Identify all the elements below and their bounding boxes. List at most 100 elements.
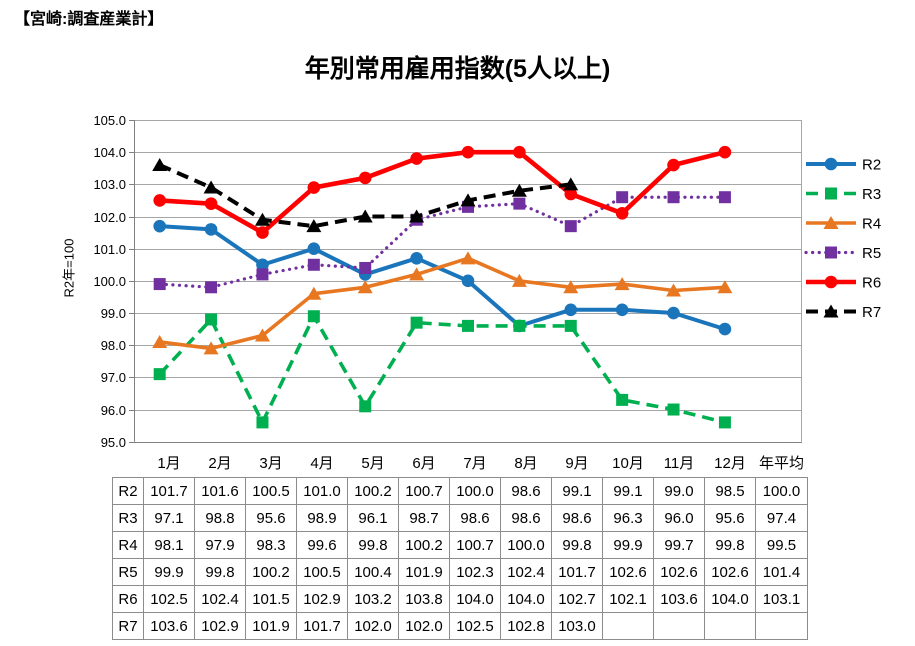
table-cell: 101.9 — [245, 612, 297, 640]
y-tick-label: 96.0 — [101, 403, 126, 418]
table-row-header: R2 — [112, 477, 144, 505]
legend-label: R7 — [862, 304, 881, 321]
table-cell: 104.0 — [704, 585, 756, 613]
table-cell: 100.0 — [449, 477, 501, 505]
legend-label: R6 — [862, 275, 881, 292]
legend-item-R5: R5 — [804, 245, 881, 262]
table-row-R6: R6 102.5 102.4 101.5 102.9 103.2 103.8 104.0 104… — [112, 585, 808, 613]
series-R6 — [153, 145, 732, 239]
table-cell: 102.6 — [704, 558, 756, 586]
table-cell: 102.0 — [398, 612, 450, 640]
table-cell: 102.9 — [194, 612, 246, 640]
table-cell: 102.6 — [653, 558, 705, 586]
table-cell: 100.5 — [245, 477, 297, 505]
table-cell: 101.7 — [296, 612, 348, 640]
table-cell: 101.6 — [194, 477, 246, 505]
y-tick-label: 105.0 — [93, 113, 126, 128]
table-cell: 102.5 — [449, 612, 501, 640]
table-cell: 101.7 — [143, 477, 195, 505]
legend-item-R4: R4 — [806, 216, 881, 233]
data-table: 1月 2月 3月 4月 5月 6月 7月 8月 9月 10月 11月 12月 年平均 R2 101.7 101… — [112, 447, 808, 640]
table-cell: 96.3 — [602, 504, 654, 532]
table-cell: 100.4 — [347, 558, 399, 586]
y-tick-label: 97.0 — [101, 370, 126, 385]
table-cell: 99.6 — [296, 531, 348, 559]
x-axis-label: 10月 — [612, 454, 644, 472]
series-R2 — [153, 219, 732, 336]
table-cell: 100.7 — [398, 477, 450, 505]
table-cell: 99.7 — [653, 531, 705, 559]
table-cell: 102.8 — [500, 612, 552, 640]
y-tick-label: 101.0 — [93, 242, 126, 257]
table-cell: 99.1 — [551, 477, 603, 505]
page-title: 【宮崎:調査産業計】 — [14, 11, 164, 28]
y-tick-label: 99.0 — [101, 306, 126, 321]
table-cell: 99.8 — [704, 531, 756, 559]
legend-label: R2 — [862, 157, 881, 174]
chart-title: 年別常用雇用指数(5人以上) — [304, 55, 611, 83]
table-cell: 103.1 — [755, 585, 808, 613]
table-cell: 97.9 — [194, 531, 246, 559]
table-cell: 103.6 — [653, 585, 705, 613]
table-cell: 102.0 — [347, 612, 399, 640]
gridlines: 95.0 96.0 97.0 98.0 99.0 100.0 101.0 102.0 103.0… — [93, 113, 802, 448]
table-cell: 100.0 — [500, 531, 552, 559]
table-cell: 97.4 — [755, 504, 808, 532]
legend-label: R4 — [862, 216, 881, 233]
table-row-R4: R4 98.1 97.9 98.3 99.6 99.8 100.2 100.7 100.0 99.… — [112, 531, 808, 559]
table-cell: 98.7 — [398, 504, 450, 532]
table-cell: 98.9 — [296, 504, 348, 532]
table-cell: 102.5 — [143, 585, 195, 613]
table-cell: 100.5 — [296, 558, 348, 586]
x-axis-label-row: 1月 2月 3月 4月 5月 6月 7月 8月 9月 10月 11月 12月 年平均 — [113, 447, 808, 478]
table-cell: 102.1 — [602, 585, 654, 613]
table-cell: 101.7 — [551, 558, 603, 586]
table-row-R3: R3 97.1 98.8 95.6 98.9 96.1 98.7 98.6 98.6 98.6 96… — [112, 504, 808, 532]
legend-item-R7: R7 — [806, 304, 881, 321]
table-cell — [755, 612, 808, 640]
table-cell: 102.3 — [449, 558, 501, 586]
table-row-R7: R7 103.6 102.9 101.9 101.7 102.0 102.0 102.5 102… — [112, 612, 808, 640]
table-row-R5: R5 99.9 99.8 100.2 100.5 100.4 101.9 102.3 102.4… — [112, 558, 808, 586]
table-cell: 100.2 — [245, 558, 297, 586]
table-cell: 96.0 — [653, 504, 705, 532]
table-cell: 100.7 — [449, 531, 501, 559]
legend: R2 R3 R4 R5 R6 R7 — [804, 157, 881, 321]
table-cell — [602, 612, 654, 640]
table-row-header: R3 — [112, 504, 144, 532]
x-axis-label: 9月 — [565, 454, 589, 472]
series-R5 — [153, 191, 731, 294]
table-cell: 99.1 — [602, 477, 654, 505]
table-cell: 102.4 — [194, 585, 246, 613]
x-axis-label: 7月 — [463, 454, 487, 472]
table-cell: 100.0 — [755, 477, 808, 505]
x-axis-label: 6月 — [412, 454, 436, 472]
table-cell: 99.8 — [194, 558, 246, 586]
chart-data-table: 1月 2月 3月 4月 5月 6月 7月 8月 9月 10月 11月 12月 年平均 R2 101.7 101… — [112, 447, 808, 640]
x-axis-label: 8月 — [514, 454, 538, 472]
table-cell: 103.0 — [551, 612, 603, 640]
table-cell: 100.2 — [347, 477, 399, 505]
table-cell: 99.8 — [551, 531, 603, 559]
y-tick-label: 104.0 — [93, 145, 126, 160]
y-tick-label: 100.0 — [93, 274, 126, 289]
table-row-R2: R2 101.7 101.6 100.5 101.0 100.2 100.7 100.0 98.… — [112, 477, 808, 505]
table-row-header: R5 — [112, 558, 144, 586]
table-cell: 95.6 — [245, 504, 297, 532]
table-cell — [704, 612, 756, 640]
table-cell: 98.3 — [245, 531, 297, 559]
table-cell: 98.8 — [194, 504, 246, 532]
table-cell: 99.9 — [602, 531, 654, 559]
table-cell: 99.9 — [143, 558, 195, 586]
table-cell: 101.9 — [398, 558, 450, 586]
table-cell — [653, 612, 705, 640]
y-tick-label: 103.0 — [93, 177, 126, 192]
table-cell: 96.1 — [347, 504, 399, 532]
x-axis-label: 4月 — [310, 454, 334, 472]
table-cell: 98.6 — [551, 504, 603, 532]
table-cell: 102.9 — [296, 585, 348, 613]
table-cell: 98.6 — [500, 504, 552, 532]
x-axis-label: 2月 — [208, 454, 232, 472]
table-cell: 103.8 — [398, 585, 450, 613]
